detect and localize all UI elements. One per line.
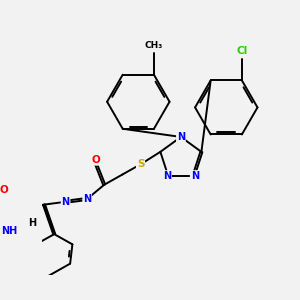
Text: O: O: [91, 155, 100, 165]
Text: N: N: [163, 171, 171, 181]
Text: N: N: [83, 194, 91, 204]
Text: N: N: [177, 132, 185, 142]
Text: O: O: [0, 185, 8, 195]
Text: N: N: [61, 197, 70, 207]
Text: S: S: [137, 159, 144, 169]
Text: NH: NH: [1, 226, 17, 236]
Text: N: N: [190, 171, 199, 181]
Text: Cl: Cl: [236, 46, 247, 56]
Text: H: H: [28, 218, 37, 228]
Text: CH₃: CH₃: [145, 41, 163, 50]
